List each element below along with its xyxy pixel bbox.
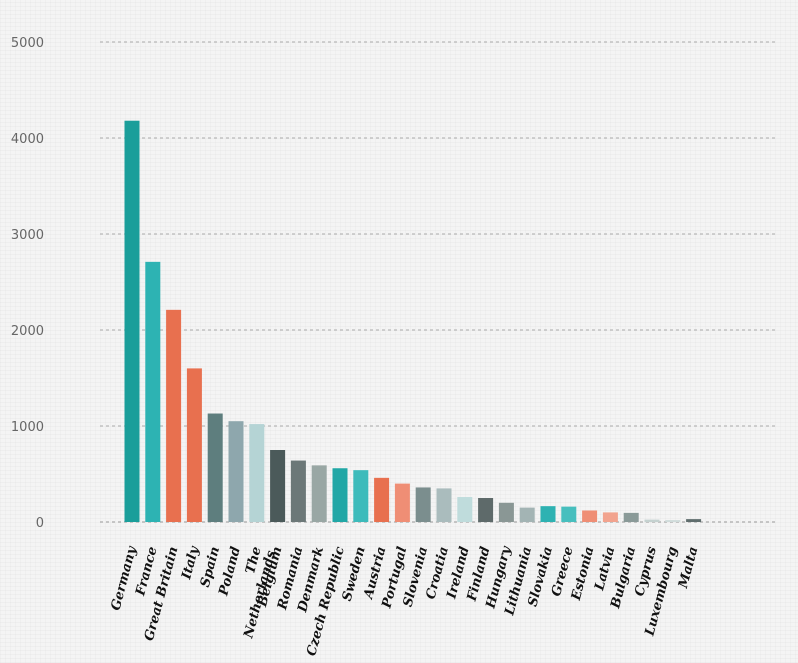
bar-ireland — [457, 497, 473, 522]
y-tick-label: 5000 — [11, 36, 44, 51]
bar-czech-republic — [332, 468, 348, 522]
bar-austria — [374, 477, 390, 522]
bar-poland — [228, 421, 244, 522]
bar-estonia — [582, 510, 598, 522]
bars — [124, 120, 702, 522]
bar-the-netherlands — [249, 424, 265, 522]
bar-germany — [124, 120, 140, 522]
bar-spain — [207, 413, 223, 522]
gridlines — [100, 41, 778, 523]
y-tick-label: 2000 — [11, 324, 44, 339]
bar-croatia — [436, 488, 452, 522]
bar-great-britain — [166, 309, 182, 522]
bar-belgium — [270, 450, 286, 522]
y-axis-ticks: 0 1000 2000 3000 4000 5000 — [11, 36, 44, 531]
bar-france — [145, 261, 161, 522]
bar-bulgaria — [623, 512, 639, 522]
x-tick-label: Italy — [179, 544, 203, 582]
y-tick-label: 0 — [36, 516, 44, 531]
bar-slovenia — [415, 487, 431, 522]
y-tick-label: 3000 — [11, 228, 44, 243]
bar-sweden — [353, 470, 369, 522]
bar-greece — [561, 506, 577, 522]
y-tick-label: 4000 — [11, 132, 44, 147]
y-tick-label: 1000 — [11, 420, 44, 435]
bar-lithuania — [519, 507, 535, 522]
bar-romania — [290, 460, 306, 522]
bar-italy — [186, 368, 202, 522]
bar-portugal — [394, 483, 410, 522]
bar-luxembourg — [665, 520, 681, 522]
x-tick-label: Germany — [108, 544, 140, 612]
bar-denmark — [311, 465, 327, 522]
bar-finland — [478, 498, 494, 522]
bar-hungary — [498, 502, 514, 522]
bar-malta — [686, 519, 702, 522]
bar-slovakia — [540, 506, 556, 522]
bar-cyprus — [644, 519, 660, 522]
bar-latvia — [602, 512, 618, 522]
